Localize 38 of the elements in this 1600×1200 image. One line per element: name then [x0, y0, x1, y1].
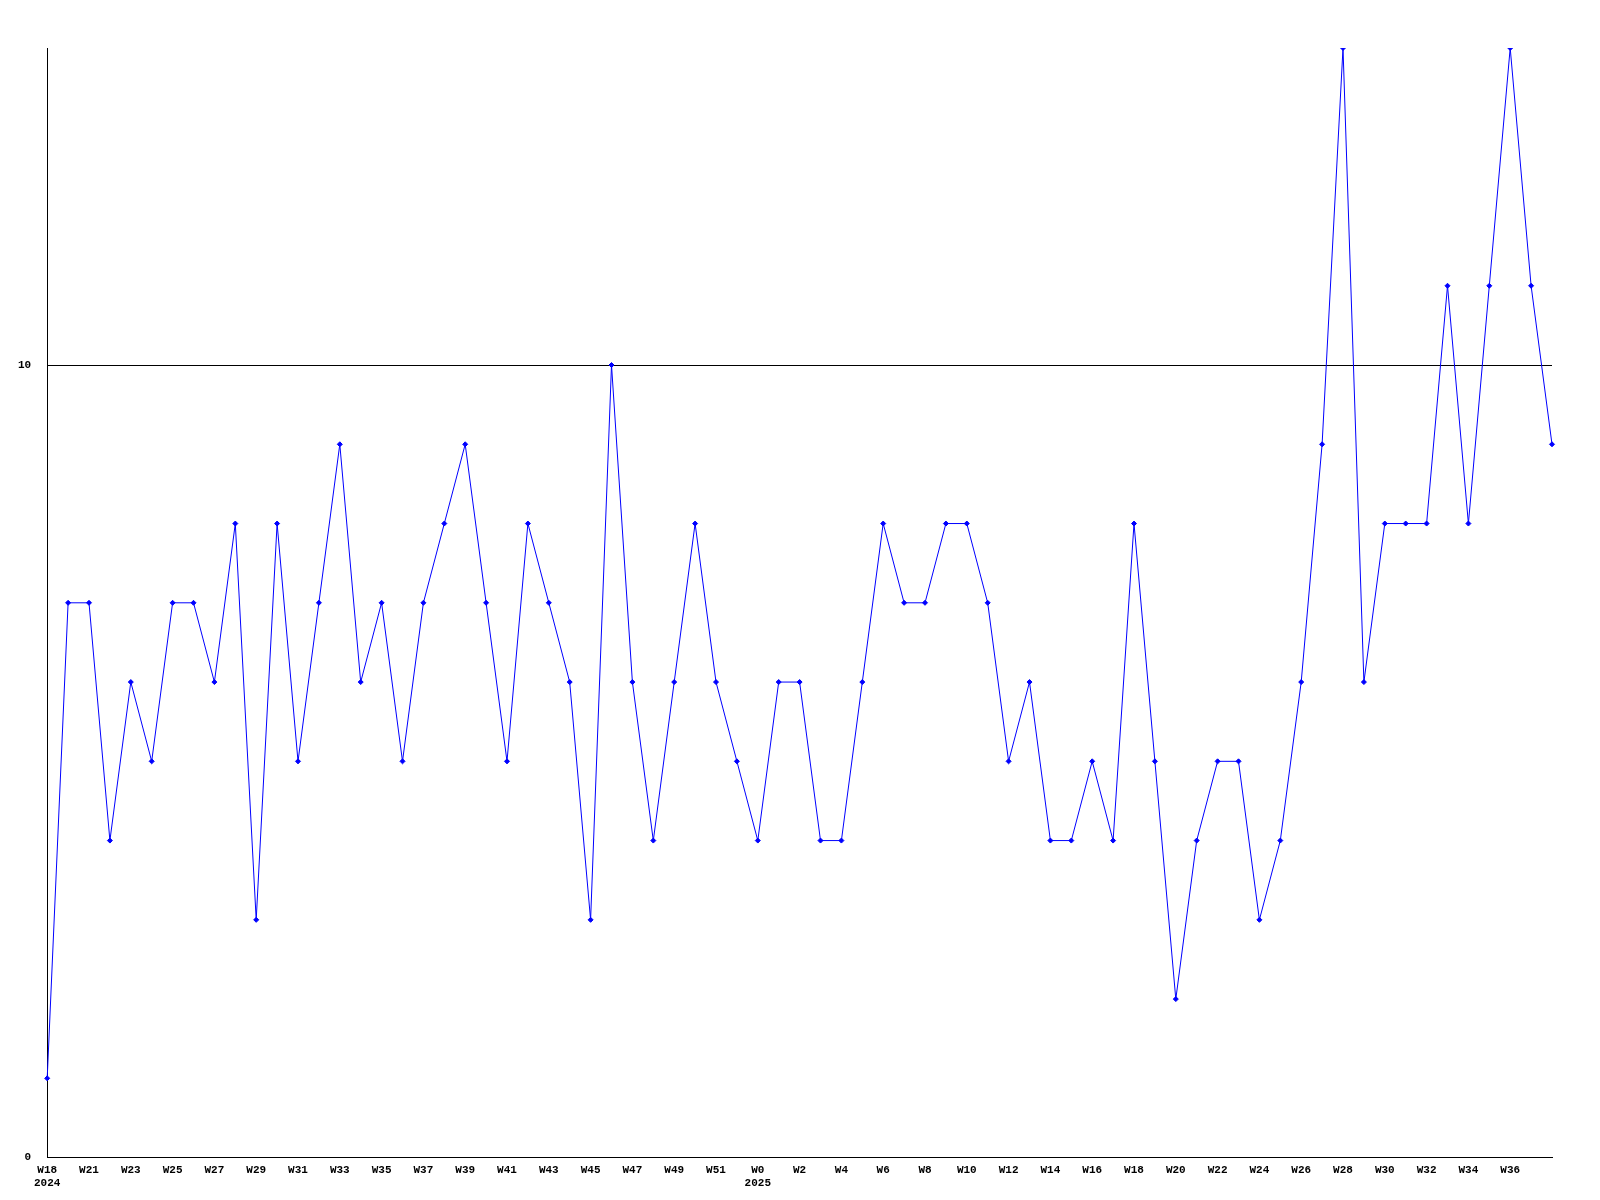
x-tick-label: W20	[1165, 1163, 1186, 1176]
x-tick-label: W10	[956, 1163, 977, 1176]
x-tick-label: W29	[246, 1163, 267, 1176]
x-tick-label: W37	[413, 1163, 434, 1176]
x-tick-label: W23	[120, 1163, 142, 1176]
x-tick-label: W12	[998, 1163, 1019, 1176]
x-tick-label: W28	[1333, 1163, 1354, 1176]
x-tick-label: W26	[1291, 1163, 1312, 1176]
x-tick-label: W32	[1416, 1163, 1437, 1176]
x-tick-label: W24	[1249, 1163, 1270, 1176]
x-tick-label: W27	[204, 1163, 225, 1176]
x-tick-label: W30	[1374, 1163, 1395, 1176]
x-tick-label: W18 2024	[34, 1163, 61, 1190]
x-tick-label: W0 2025	[744, 1163, 772, 1190]
x-tick-label: W2	[793, 1163, 807, 1176]
x-tick-label: W39	[455, 1163, 476, 1176]
x-tick-label: W41	[497, 1163, 518, 1176]
x-tick-label: W35	[371, 1163, 392, 1176]
x-tick-label: W18	[1124, 1163, 1145, 1176]
x-tick-label: W16	[1082, 1163, 1103, 1176]
y-tick-label: 0	[24, 1151, 32, 1164]
x-tick-label: W25	[162, 1163, 183, 1176]
x-tick-label: W33	[329, 1163, 351, 1176]
x-tick-label: W31	[288, 1163, 309, 1176]
x-tick-label: W8	[918, 1163, 932, 1176]
y-tick-label: 10	[18, 358, 32, 371]
x-tick-label: W45	[580, 1163, 601, 1176]
x-tick-label: W34	[1458, 1163, 1479, 1176]
x-tick-label: W21	[79, 1163, 100, 1176]
x-tick-label: W6	[876, 1163, 890, 1176]
x-tick-label: W22	[1207, 1163, 1228, 1176]
x-tick-label: W43	[538, 1163, 560, 1176]
x-tick-label: W51	[706, 1163, 727, 1176]
x-tick-label: W49	[664, 1163, 685, 1176]
x-tick-label: W36	[1500, 1163, 1521, 1176]
x-tick-label: W47	[622, 1163, 643, 1176]
x-tick-label: W4	[834, 1163, 849, 1176]
x-tick-label: W14	[1040, 1163, 1061, 1176]
